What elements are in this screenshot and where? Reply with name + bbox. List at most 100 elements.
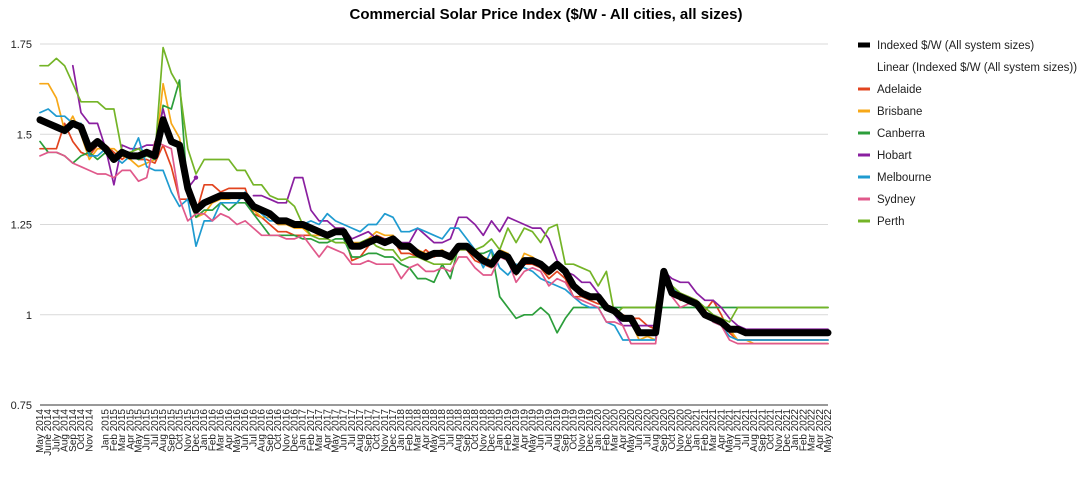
x-tick-label: Oct 2016 (273, 409, 284, 450)
legend-label-sydney: Sydney (877, 194, 916, 206)
x-tick-label: Sep 2014 (68, 409, 79, 452)
legend-label-brisbane: Brisbane (877, 106, 922, 118)
x-tick-label: Dec 2020 (683, 409, 694, 452)
x-tick-label: Dec 2021 (782, 409, 793, 452)
x-tick-label: Apr 2015 (125, 409, 136, 450)
x-tick-label: Feb 2017 (306, 409, 317, 452)
x-tick-label: Jan 2019 (495, 409, 506, 451)
y-axis-ticks: 0.75 1 1.25 1.5 1.75 (11, 39, 32, 412)
x-tick-label: Oct 2021 (766, 409, 777, 450)
legend-label-linear-indexed-w-all-system-sizes: Linear (Indexed $/W (All system sizes)) (877, 62, 1077, 74)
x-tick-label: Apr 2018 (421, 409, 432, 450)
x-tick-label: Feb 2021 (700, 409, 711, 452)
legend-label-canberra: Canberra (877, 128, 926, 140)
gridlines (40, 43, 828, 406)
x-tick-label: May 2014 (35, 409, 46, 453)
x-tick-label: May 2020 (626, 409, 637, 453)
x-tick-label: Jun 2019 (536, 409, 547, 451)
x-tick-label: Jul 2017 (347, 409, 358, 447)
x-tick-label: Mar 2019 (511, 409, 522, 452)
x-tick-label: Jan 2015 (101, 409, 112, 451)
x-tick-label: Sep 2015 (166, 409, 177, 452)
legend-label-hobart: Hobart (877, 150, 912, 162)
x-tick-label: Mar 2020 (610, 409, 621, 452)
y-tick-label: 1.5 (17, 129, 32, 141)
x-tick-label: Dec 2015 (191, 409, 202, 452)
x-tick-label: Oct 2015 (175, 409, 186, 450)
x-tick-label: Apr 2019 (519, 409, 530, 450)
x-tick-label: Oct 2014 (76, 409, 87, 450)
y-tick-label: 0.75 (11, 400, 32, 412)
x-tick-label: Aug 2021 (749, 409, 760, 452)
x-tick-label: Feb 2020 (601, 409, 612, 452)
x-tick-label: May 2019 (528, 409, 539, 453)
x-tick-label: Feb 2015 (109, 409, 120, 452)
x-tick-label: Apr 2017 (322, 409, 333, 450)
x-tick-label: Aug 2019 (552, 409, 563, 452)
x-tick-label: Feb 2019 (503, 409, 514, 452)
x-tick-label: Nov 2018 (478, 409, 489, 452)
x-tick-label: Jul 2019 (544, 409, 555, 447)
x-tick-label: July 2014 (51, 409, 62, 452)
x-tick-label: Jul 2020 (642, 409, 653, 447)
x-tick-label: Sep 2020 (659, 409, 670, 452)
x-tick-label: Feb 2018 (404, 409, 415, 452)
x-tick-label: Apr 2021 (716, 409, 727, 450)
x-tick-label: Sep 2017 (363, 409, 374, 452)
x-tick-label: Sep 2021 (757, 409, 768, 452)
legend-label-adelaide: Adelaide (877, 84, 922, 96)
x-tick-label: Dec 2019 (585, 409, 596, 452)
x-tick-label: Jan 2016 (199, 409, 210, 451)
y-tick-label: 1.75 (11, 39, 32, 51)
x-tick-label: Mar 2022 (807, 409, 818, 452)
x-tick-label: Nov 2015 (183, 409, 194, 452)
legend-label-indexed-w-all-system-sizes: Indexed $/W (All system sizes) (877, 40, 1034, 52)
x-tick-label: Jan 2022 (790, 409, 801, 451)
x-tick-label: Jun 2018 (437, 409, 448, 451)
x-tick-label: Oct 2017 (372, 409, 383, 450)
x-tick-label: May 2015 (134, 409, 145, 453)
x-tick-label: Jan 2020 (593, 409, 604, 451)
x-tick-label: Jun 2015 (142, 409, 153, 451)
x-tick-label: Jul 2015 (150, 409, 161, 447)
x-tick-label: Apr 2016 (224, 409, 235, 450)
data-point-hobart (193, 175, 199, 180)
y-tick-label: 1 (26, 310, 32, 322)
series-line-indexed-w-all-system-sizes (36, 116, 832, 337)
x-tick-label: Mar 2018 (413, 409, 424, 452)
x-tick-label: May 2018 (429, 409, 440, 453)
x-tick-label: May 2016 (232, 409, 243, 453)
x-tick-label: Aug 2015 (158, 409, 169, 452)
x-tick-label: Sep 2019 (560, 409, 571, 452)
x-tick-label: Jul 2016 (248, 409, 259, 447)
x-tick-label: Oct 2020 (667, 409, 678, 450)
legend-label-melbourne: Melbourne (877, 172, 931, 184)
x-tick-label: May 2022 (823, 409, 834, 453)
y-tick-label: 1.25 (11, 220, 32, 232)
x-tick-label: May 2017 (331, 409, 342, 453)
x-tick-label: Nov 2021 (774, 409, 785, 452)
x-tick-label: Apr 2020 (618, 409, 629, 450)
x-tick-label: Sep 2018 (462, 409, 473, 452)
x-tick-label: Nov 2014 (84, 409, 95, 452)
x-tick-label: Feb 2022 (798, 409, 809, 452)
x-tick-label: Jul 2021 (741, 409, 752, 447)
x-tick-label: Dec 2018 (486, 409, 497, 452)
x-tick-label: Nov 2019 (577, 409, 588, 452)
x-tick-label: May 2021 (725, 409, 736, 453)
x-tick-label: Mar 2021 (708, 409, 719, 452)
x-tick-label: Aug 2018 (454, 409, 465, 452)
x-tick-label: Feb 2016 (207, 409, 218, 452)
x-tick-label: Nov 2017 (380, 409, 391, 452)
series-line-hobart (252, 176, 829, 331)
x-tick-label: Jan 2017 (298, 409, 309, 451)
x-tick-label: Mar 2017 (314, 409, 325, 452)
x-tick-label: June 2014 (43, 409, 54, 456)
x-tick-label: Oct 2019 (569, 409, 580, 450)
x-tick-label: Nov 2020 (675, 409, 686, 452)
plot-area (36, 46, 832, 345)
legend-label-perth: Perth (877, 216, 905, 228)
x-tick-label: Nov 2016 (281, 409, 292, 452)
x-tick-label: Dec 2017 (388, 409, 399, 452)
